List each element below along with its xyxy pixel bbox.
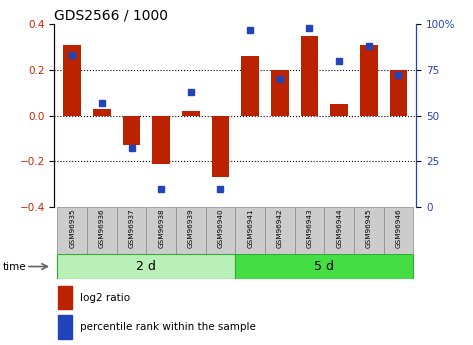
Bar [354,207,384,254]
Text: percentile rank within the sample: percentile rank within the sample [80,322,255,332]
Bar [295,207,324,254]
Text: GSM96937: GSM96937 [129,208,134,248]
Text: log2 ratio: log2 ratio [80,293,130,303]
Bar [87,207,117,254]
Bar [152,116,170,164]
Bar [58,315,72,339]
Bar [360,45,377,116]
Bar [93,109,111,116]
Bar [330,104,348,116]
Text: GSM96940: GSM96940 [218,208,223,248]
Text: GSM96938: GSM96938 [158,208,164,248]
Bar [271,70,289,116]
Bar [57,207,87,254]
Text: GSM96942: GSM96942 [277,208,283,248]
Bar [241,56,259,116]
Bar [123,116,140,145]
Text: GSM96944: GSM96944 [336,208,342,248]
Text: GSM96945: GSM96945 [366,208,372,248]
Bar [265,207,295,254]
Text: GSM96935: GSM96935 [69,208,75,248]
Bar [117,207,146,254]
Bar [300,36,318,116]
Text: time: time [2,262,26,272]
Bar [176,207,206,254]
Bar [236,207,265,254]
Bar [390,70,407,116]
Bar [324,207,354,254]
Bar [63,45,81,116]
Text: GSM96939: GSM96939 [188,208,194,248]
Bar [57,254,236,279]
Bar [146,207,176,254]
Bar [182,111,200,116]
Bar [206,207,236,254]
Text: 5 d: 5 d [314,260,334,273]
Bar [211,116,229,177]
Bar [236,254,413,279]
Text: GSM96941: GSM96941 [247,208,253,248]
Bar [58,286,72,309]
Text: GSM96943: GSM96943 [307,208,313,248]
Text: GDS2566 / 1000: GDS2566 / 1000 [54,9,168,23]
Text: GSM96946: GSM96946 [395,208,402,248]
Text: 2 d: 2 d [136,260,156,273]
Text: GSM96936: GSM96936 [99,208,105,248]
Bar [384,207,413,254]
